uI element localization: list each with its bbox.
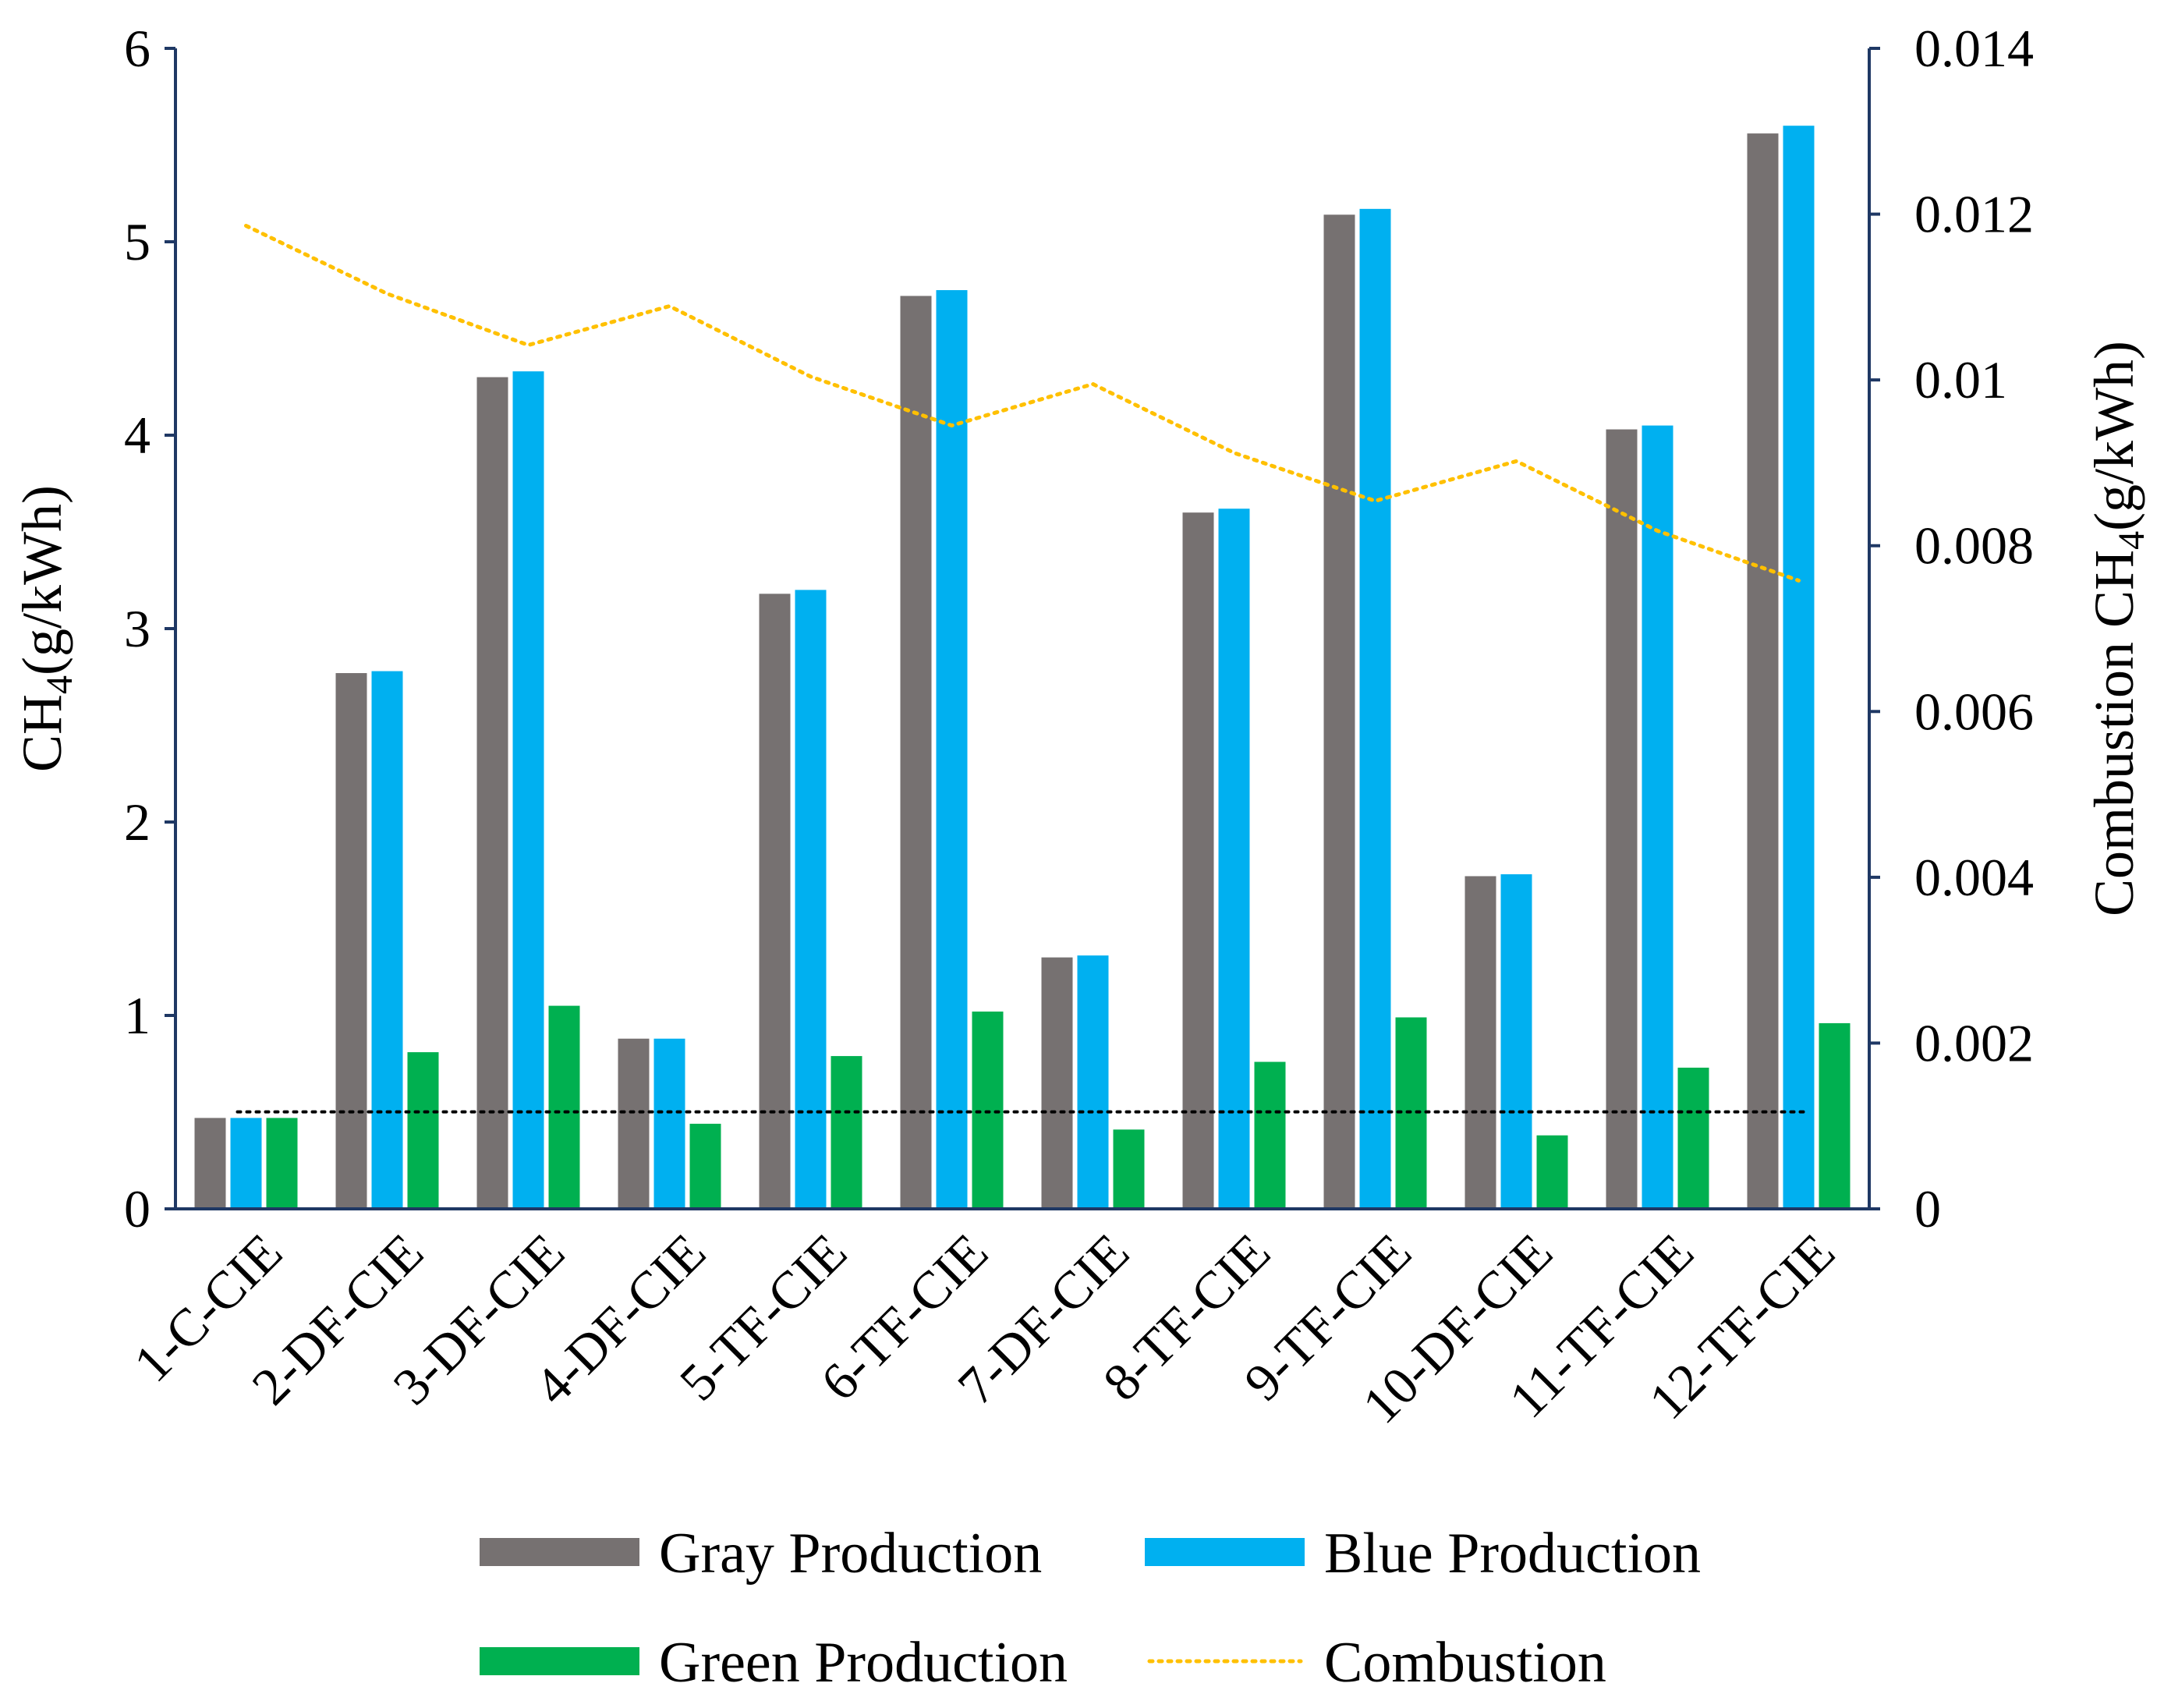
legend-label-green-production: Green Production (659, 1631, 1068, 1695)
left-tick-label: 0 (124, 1179, 151, 1238)
legend-swatch-green-production (480, 1647, 639, 1675)
lines-layer (236, 223, 1809, 1114)
bar-gray-production-9-tf-cie (1323, 214, 1355, 1209)
left-axis-title: CH4(g/kWh) (11, 485, 80, 772)
bar-blue-production-2-df-cie (371, 671, 403, 1209)
left-tick-label: 1 (124, 986, 151, 1045)
line-combustion (244, 223, 1801, 583)
legend-swatch-gray-production (480, 1538, 639, 1566)
bar-blue-production-11-tf-cie (1642, 425, 1673, 1209)
bar-blue-production-6-tf-cie (936, 290, 968, 1209)
bar-blue-production-9-tf-cie (1359, 208, 1391, 1210)
bar-blue-production-12-tf-cie (1783, 126, 1815, 1210)
bar-blue-production-10-df-cie (1500, 873, 1532, 1209)
bar-green-production-1-c-cie (266, 1118, 298, 1209)
bar-green-production-11-tf-cie (1677, 1067, 1709, 1209)
left-tick-label: 5 (124, 212, 151, 271)
legend-label-blue-production: Blue Production (1324, 1522, 1701, 1586)
axes-layer: 0 1 2 3 4 5 6 0 0.002 0.004 0.006 0.008 0.01 0.012 0.0… (11, 19, 2152, 1435)
right-tick-label: 0.004 (1914, 848, 2034, 907)
legend-item-blue-production: Blue Production (1145, 1522, 1701, 1586)
bar-green-production-8-tf-cie (1254, 1061, 1286, 1209)
bar-gray-production-12-tf-cie (1747, 133, 1779, 1209)
right-tick-label: 0 (1914, 1179, 1941, 1238)
bar-gray-production-3-df-cie (476, 377, 508, 1210)
legend-swatch-blue-production (1145, 1538, 1305, 1566)
right-axis-title: Combustion CH4(g/kWh) (2083, 341, 2152, 916)
right-tick-label: 0.01 (1914, 350, 2007, 409)
bars-layer (194, 126, 1851, 1210)
legend-label-gray-production: Gray Production (659, 1522, 1042, 1586)
bar-gray-production-7-df-cie (1041, 957, 1073, 1209)
bar-green-production-10-df-cie (1536, 1135, 1568, 1209)
right-tick-label: 0.014 (1914, 19, 2034, 78)
left-tick-label: 2 (124, 792, 151, 852)
bar-gray-production-11-tf-cie (1606, 429, 1638, 1209)
left-tick-label: 6 (124, 19, 151, 78)
bar-blue-production-7-df-cie (1077, 955, 1109, 1209)
bar-blue-production-4-df-cie (653, 1038, 685, 1209)
right-tick-label: 0.008 (1914, 516, 2034, 576)
bar-gray-production-1-c-cie (194, 1118, 226, 1209)
bar-green-production-5-tf-cie (831, 1056, 862, 1209)
left-tick-label: 3 (124, 599, 151, 658)
bar-green-production-12-tf-cie (1819, 1022, 1851, 1209)
bar-gray-production-2-df-cie (335, 673, 367, 1209)
bar-gray-production-8-tf-cie (1182, 512, 1214, 1209)
bar-blue-production-3-df-cie (512, 371, 544, 1209)
legend: Gray Production Blue Production Green Prod… (480, 1522, 1701, 1695)
bar-green-production-4-df-cie (689, 1123, 721, 1209)
bar-gray-production-6-tf-cie (900, 296, 932, 1210)
bar-green-production-3-df-cie (548, 1005, 580, 1209)
bar-green-production-7-df-cie (1113, 1129, 1145, 1209)
left-tick-label: 4 (124, 406, 151, 465)
bar-green-production-2-df-cie (407, 1052, 439, 1209)
legend-item-combustion: Combustion (1147, 1631, 1606, 1695)
bar-gray-production-4-df-cie (618, 1038, 650, 1209)
bar-gray-production-5-tf-cie (759, 594, 791, 1209)
bar-green-production-6-tf-cie (972, 1012, 1004, 1209)
bar-blue-production-1-c-cie (230, 1118, 262, 1209)
bar-blue-production-5-tf-cie (795, 590, 827, 1209)
right-tick-label: 0.006 (1914, 682, 2034, 741)
right-tick-label: 0.002 (1914, 1013, 2034, 1072)
bar-gray-production-10-df-cie (1465, 876, 1496, 1209)
legend-label-combustion: Combustion (1324, 1631, 1606, 1695)
bar-blue-production-8-tf-cie (1218, 509, 1250, 1209)
right-tick-label: 0.012 (1914, 185, 2034, 244)
legend-item-green-production: Green Production (480, 1631, 1068, 1695)
legend-item-gray-production: Gray Production (480, 1522, 1042, 1586)
